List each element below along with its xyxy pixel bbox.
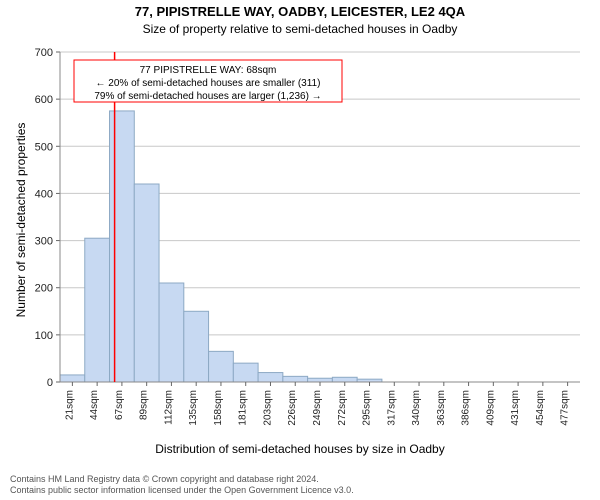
chart-container: 77, PIPISTRELLE WAY, OADBY, LEICESTER, L… — [0, 0, 600, 500]
footer: Contains HM Land Registry data © Crown c… — [10, 474, 354, 496]
y-tick-label: 600 — [35, 94, 53, 106]
y-tick-label: 200 — [35, 283, 53, 295]
x-tick-label: 386sqm — [461, 390, 472, 426]
x-tick-label: 431sqm — [510, 390, 521, 426]
x-tick-label: 67sqm — [114, 390, 125, 420]
x-tick-label: 409sqm — [485, 390, 496, 426]
x-axis: 21sqm 44sqm 67sqm 89sqm 112sqm 135sqm 158sqm 18… — [60, 382, 580, 426]
footer-line-2: Contains public sector information licen… — [10, 485, 354, 496]
histogram-bar — [85, 238, 110, 382]
histogram-bar — [258, 373, 283, 382]
histogram-bar — [60, 375, 85, 382]
x-tick-label: 454sqm — [535, 390, 546, 426]
x-tick-label: 203sqm — [262, 390, 273, 426]
x-tick-label: 181sqm — [238, 390, 249, 426]
x-tick-label: 135sqm — [188, 390, 199, 426]
histogram-bar — [159, 283, 184, 382]
x-tick-label: 112sqm — [163, 390, 174, 425]
histogram-bar — [308, 378, 333, 382]
x-tick-label: 44sqm — [89, 390, 100, 420]
x-tick-label: 363sqm — [436, 390, 447, 426]
histogram-bar — [209, 351, 234, 382]
x-tick-label: 89sqm — [139, 390, 150, 420]
y-tick-label: 700 — [35, 47, 53, 59]
x-tick-label: 158sqm — [213, 390, 224, 426]
histogram-bar — [134, 184, 159, 382]
histogram-bar — [233, 363, 258, 382]
y-tick-label: 100 — [35, 330, 53, 342]
x-tick-label: 249sqm — [312, 390, 323, 426]
x-axis-label: Distribution of semi-detached houses by … — [0, 442, 600, 456]
x-tick-label: 340sqm — [411, 390, 422, 426]
x-tick-label: 226sqm — [287, 390, 298, 426]
footer-line-1: Contains HM Land Registry data © Crown c… — [10, 474, 354, 485]
y-tick-label: 400 — [35, 188, 53, 200]
histogram-bar — [283, 376, 308, 382]
bars — [60, 111, 382, 382]
y-axis: 0 100 200 300 400 500 600 700 — [35, 47, 60, 389]
histogram-bar — [184, 311, 209, 382]
plot-area: 0 100 200 300 400 500 600 700 21sqm 44sqm 67sqm 89… — [0, 0, 600, 500]
y-tick-label: 300 — [35, 236, 53, 248]
x-tick-label: 272sqm — [337, 390, 348, 426]
histogram-bar — [332, 377, 357, 382]
y-tick-label: 0 — [47, 377, 53, 389]
x-tick-label: 477sqm — [560, 390, 571, 426]
callout-line: ← 20% of semi-detached houses are smalle… — [96, 78, 321, 89]
callout-line: 77 PIPISTRELLE WAY: 68sqm — [140, 65, 277, 76]
callout: 77 PIPISTRELLE WAY: 68sqm ← 20% of semi-d… — [74, 60, 342, 102]
x-tick-label: 21sqm — [64, 390, 75, 420]
x-tick-label: 295sqm — [362, 390, 373, 426]
callout-line: 79% of semi-detached houses are larger (… — [94, 91, 321, 102]
x-tick-label: 317sqm — [386, 390, 397, 426]
histogram-bar — [110, 111, 135, 382]
y-tick-label: 500 — [35, 141, 53, 153]
